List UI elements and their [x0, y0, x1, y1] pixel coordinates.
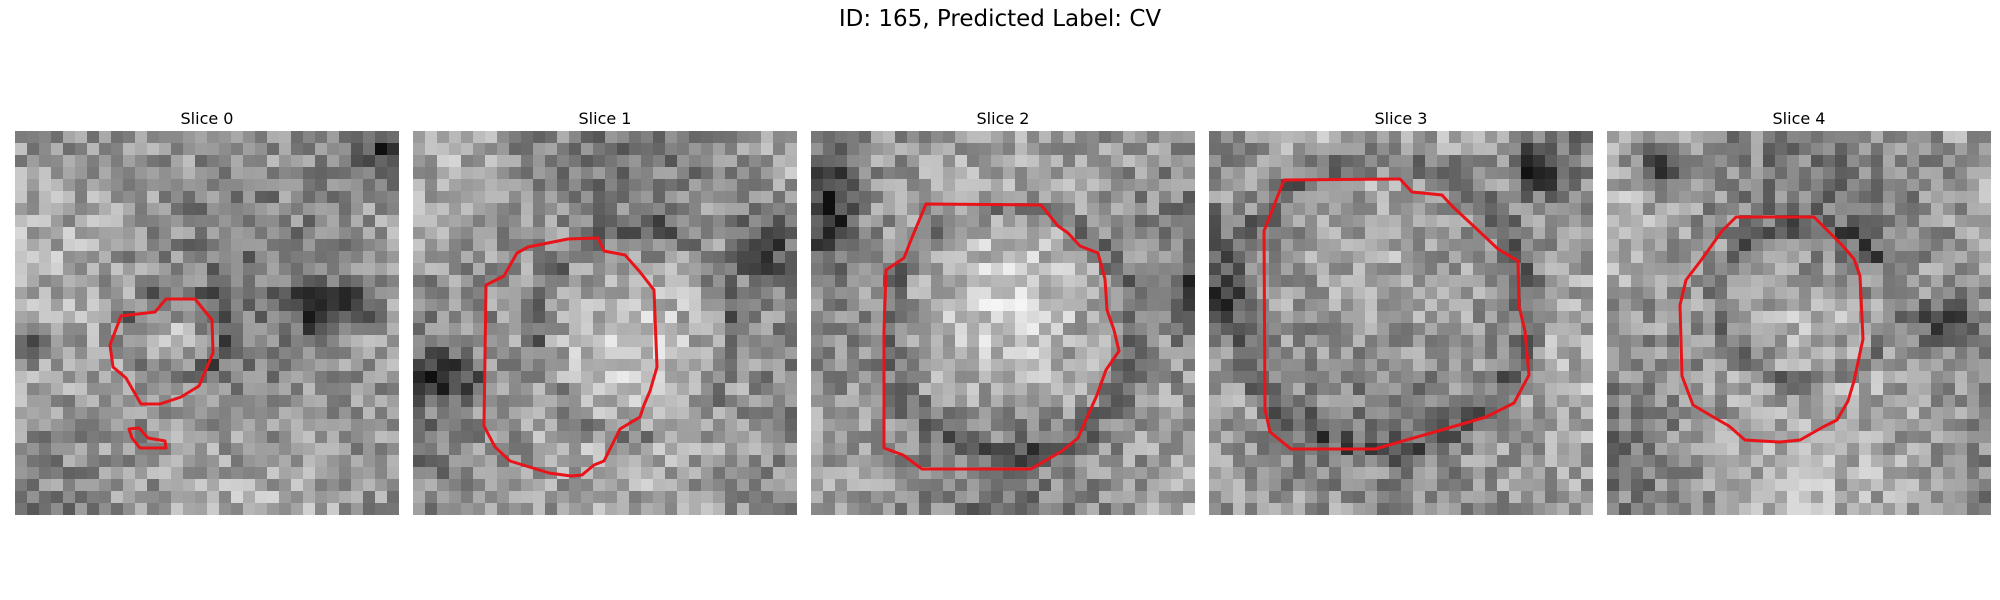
slice-image [1607, 131, 1991, 515]
panel-title: Slice 2 [976, 109, 1030, 128]
segmentation-contour [127, 426, 168, 450]
panel-slice-2: Slice 2 [811, 107, 1195, 515]
panel-slice-0: Slice 0 [15, 107, 399, 515]
slice-image [1209, 131, 1593, 515]
panel-title: Slice 4 [1772, 109, 1826, 128]
slice-image [413, 131, 797, 515]
segmentation-contour [108, 297, 215, 406]
segmentation-contour [1262, 177, 1531, 451]
panel-slice-4: Slice 4 [1607, 107, 1991, 515]
slice-image [811, 131, 1195, 515]
panel-title: Slice 0 [180, 109, 234, 128]
panel-title: Slice 3 [1374, 109, 1428, 128]
segmentation-contour [882, 202, 1121, 471]
segmentation-contour [482, 236, 659, 478]
segmentation-contour [1678, 215, 1865, 444]
panel-slice-3: Slice 3 [1209, 107, 1593, 515]
slice-image [15, 131, 399, 515]
panel-title: Slice 1 [578, 109, 632, 128]
figure-title: ID: 165, Predicted Label: CV [838, 6, 1162, 32]
panel-slice-1: Slice 1 [413, 107, 797, 515]
